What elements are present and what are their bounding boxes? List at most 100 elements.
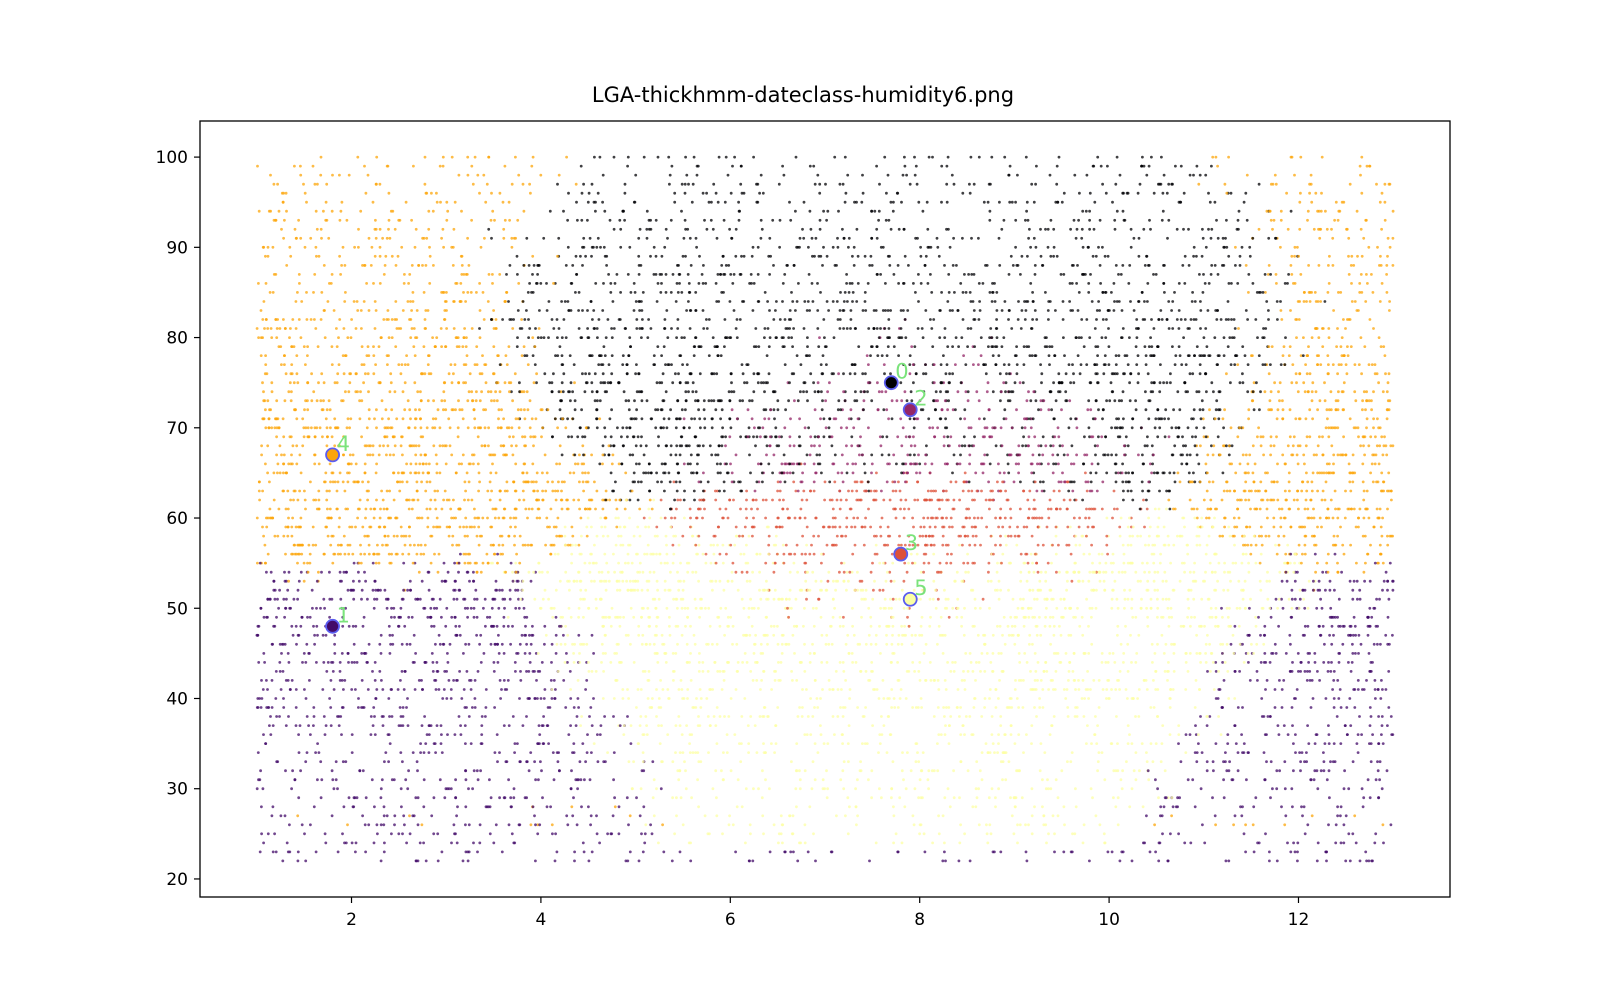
data-point <box>466 606 469 610</box>
data-point <box>955 615 959 619</box>
data-point <box>491 624 495 628</box>
data-point <box>880 733 884 736</box>
data-point <box>903 561 907 565</box>
data-point <box>715 489 719 493</box>
data-point <box>403 624 407 628</box>
data-point <box>1087 652 1091 655</box>
data-point <box>946 597 950 601</box>
data-point <box>590 525 593 529</box>
data-point <box>858 579 862 583</box>
data-point <box>406 724 410 727</box>
data-point <box>653 534 657 538</box>
data-point <box>919 525 923 529</box>
data-point <box>316 633 319 637</box>
data-point <box>535 498 539 502</box>
data-point <box>792 850 795 854</box>
data-point <box>452 823 456 827</box>
data-point <box>1205 516 1208 520</box>
data-point <box>1306 670 1309 673</box>
data-point <box>744 787 748 791</box>
data-point <box>1163 769 1167 773</box>
data-point <box>1116 679 1119 682</box>
data-point <box>538 570 541 574</box>
data-point <box>1222 489 1226 493</box>
data-point <box>1336 805 1339 809</box>
data-point <box>274 670 278 673</box>
data-point <box>1049 679 1053 682</box>
data-point <box>1311 697 1315 700</box>
data-point <box>342 534 346 538</box>
data-point <box>593 579 596 583</box>
data-point <box>880 796 883 800</box>
data-point <box>569 787 573 791</box>
data-point <box>1353 624 1357 628</box>
data-point <box>864 597 867 601</box>
data-point <box>759 597 763 601</box>
data-point <box>779 661 783 664</box>
data-point <box>533 760 536 764</box>
data-point <box>1031 588 1035 592</box>
data-point <box>911 814 915 818</box>
data-point <box>1022 597 1025 601</box>
data-point <box>1100 652 1104 655</box>
data-point <box>385 814 389 818</box>
data-point <box>867 679 870 682</box>
data-point <box>1266 597 1270 601</box>
data-point <box>809 733 813 736</box>
data-point <box>1160 615 1163 619</box>
data-point <box>870 796 873 800</box>
data-point <box>889 597 892 601</box>
data-point <box>1014 805 1017 809</box>
data-point <box>377 552 381 556</box>
data-point <box>1036 679 1039 682</box>
data-point <box>391 633 394 637</box>
data-point <box>1354 841 1358 845</box>
data-point <box>583 507 587 511</box>
data-point <box>972 706 976 709</box>
data-point <box>909 769 913 773</box>
data-point <box>762 715 766 718</box>
data-point <box>549 805 552 809</box>
data-point <box>986 751 990 754</box>
data-point <box>1182 516 1186 520</box>
data-point <box>847 760 850 764</box>
data-point <box>1272 498 1276 502</box>
data-point <box>625 796 629 800</box>
data-point <box>324 633 328 637</box>
data-point <box>1217 688 1221 691</box>
data-point <box>284 606 287 610</box>
data-point <box>348 525 352 529</box>
data-point <box>1172 670 1176 673</box>
data-point <box>476 670 480 673</box>
data-point <box>1198 543 1202 547</box>
data-point <box>1062 498 1066 502</box>
data-point <box>462 525 465 529</box>
data-point <box>821 778 825 782</box>
data-point <box>1022 561 1026 565</box>
data-point <box>1145 561 1149 565</box>
data-point <box>516 588 520 592</box>
data-point <box>1161 579 1165 583</box>
data-point <box>769 624 773 628</box>
data-point <box>1268 606 1272 610</box>
data-point <box>1009 507 1012 511</box>
data-point <box>1073 570 1076 574</box>
data-point <box>604 498 608 502</box>
data-point <box>894 516 898 520</box>
data-point <box>1334 841 1338 845</box>
data-point <box>1139 534 1142 538</box>
data-point <box>722 679 726 682</box>
data-point <box>661 823 664 827</box>
data-point <box>1269 615 1273 619</box>
data-point <box>506 624 510 628</box>
data-point <box>1148 525 1152 529</box>
data-point <box>1348 859 1352 863</box>
data-point <box>1167 670 1170 673</box>
data-point <box>1223 525 1226 529</box>
data-point <box>685 661 689 664</box>
data-point <box>1190 507 1194 511</box>
data-point <box>1165 507 1168 511</box>
data-point <box>1293 850 1297 854</box>
data-point <box>748 823 752 827</box>
data-point <box>980 715 984 718</box>
